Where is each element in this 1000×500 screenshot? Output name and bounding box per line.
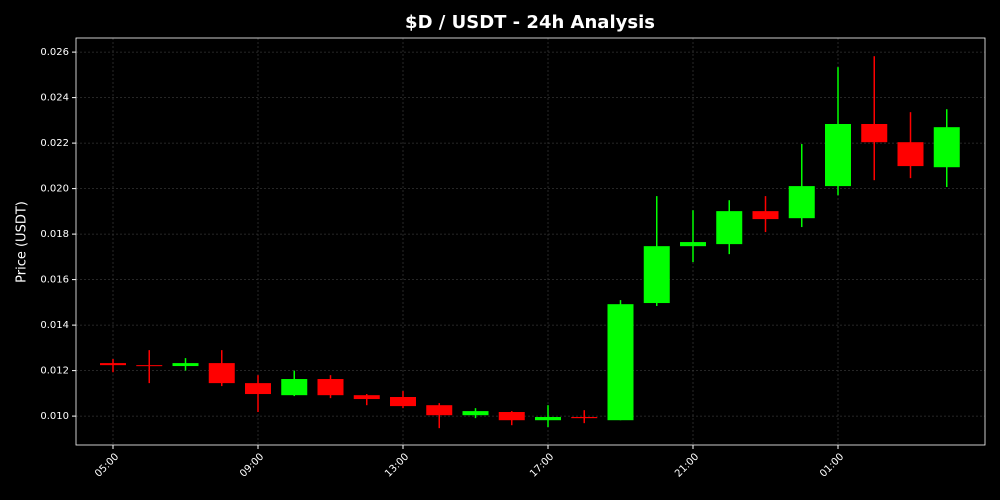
x-tick-label: 09:00 <box>238 451 266 479</box>
candle-body <box>426 405 453 416</box>
candle-body <box>100 363 126 366</box>
candle-body <box>716 211 743 245</box>
x-tick-label: 01:00 <box>818 451 846 479</box>
y-tick-label: 0.012 <box>40 366 69 377</box>
candle-body <box>281 379 308 396</box>
candle-body <box>680 242 706 247</box>
candle-body <box>788 186 815 219</box>
candle-body <box>607 304 634 421</box>
candle-body <box>825 123 851 187</box>
candle-body <box>317 379 344 396</box>
candle-body <box>498 412 525 421</box>
candle-body <box>172 363 199 367</box>
x-tick-label: 21:00 <box>673 451 701 479</box>
y-tick-label: 0.022 <box>40 138 69 149</box>
y-tick-label: 0.024 <box>40 93 69 104</box>
y-tick-label: 0.016 <box>40 275 69 286</box>
candle-body <box>861 123 888 143</box>
candle-body <box>933 127 960 168</box>
y-tick-label: 0.018 <box>40 229 69 240</box>
candle-body <box>752 211 779 220</box>
y-tick-label: 0.026 <box>40 47 69 58</box>
y-tick-label: 0.010 <box>40 411 69 422</box>
y-axis-label: Price (USDT) <box>15 201 30 283</box>
candle-body <box>643 246 670 304</box>
candle-body <box>208 363 235 384</box>
candle-body <box>897 142 924 167</box>
x-tick-label: 17:00 <box>528 451 556 479</box>
y-tick-label: 0.014 <box>40 320 69 331</box>
candle-body <box>353 395 380 400</box>
candle-body <box>535 417 561 421</box>
plot-frame <box>75 37 986 446</box>
candle-body <box>245 383 271 395</box>
candle-body <box>462 411 489 416</box>
chart-title: $D / USDT - 24h Analysis <box>405 12 655 33</box>
candle-body <box>390 396 416 407</box>
x-tick-label: 05:00 <box>93 451 121 479</box>
candle-body <box>136 365 163 367</box>
candle-body <box>571 417 598 419</box>
y-tick-label: 0.020 <box>40 184 69 195</box>
x-tick-label: 13:00 <box>383 451 411 479</box>
